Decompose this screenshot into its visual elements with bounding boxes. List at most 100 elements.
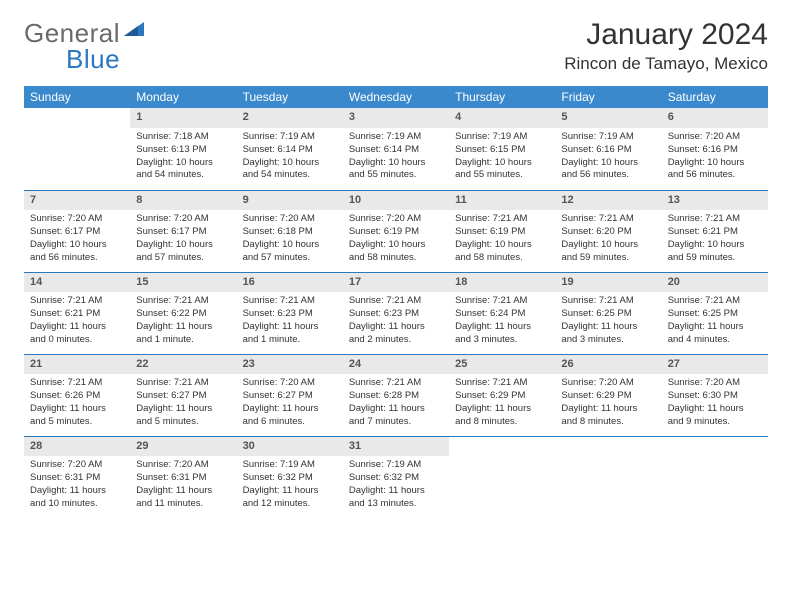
day-header: Wednesday [343,86,449,108]
daylight-text-1: Daylight: 11 hours [561,321,655,333]
daylight-text-1: Daylight: 10 hours [136,157,230,169]
calendar-cell [662,436,768,518]
sunset-text: Sunset: 6:17 PM [136,226,230,238]
daylight-text-2: and 1 minute. [136,334,230,346]
daylight-text-1: Daylight: 10 hours [455,239,549,251]
day-body: Sunrise: 7:21 AMSunset: 6:21 PMDaylight:… [24,292,130,353]
calendar-cell: 15Sunrise: 7:21 AMSunset: 6:22 PMDayligh… [130,272,236,354]
sunrise-text: Sunrise: 7:20 AM [349,213,443,225]
day-body: Sunrise: 7:20 AMSunset: 6:17 PMDaylight:… [24,210,130,271]
day-body: Sunrise: 7:21 AMSunset: 6:24 PMDaylight:… [449,292,555,353]
calendar-cell: 9Sunrise: 7:20 AMSunset: 6:18 PMDaylight… [237,190,343,272]
sunrise-text: Sunrise: 7:18 AM [136,131,230,143]
day-number: 3 [343,108,449,128]
logo-triangle-icon [124,20,146,43]
daylight-text-2: and 56 minutes. [668,169,762,181]
day-number: 20 [662,273,768,293]
sunrise-text: Sunrise: 7:21 AM [136,377,230,389]
sunrise-text: Sunrise: 7:21 AM [668,295,762,307]
daylight-text-1: Daylight: 10 hours [349,239,443,251]
calendar-cell: 25Sunrise: 7:21 AMSunset: 6:29 PMDayligh… [449,354,555,436]
daylight-text-1: Daylight: 10 hours [243,157,337,169]
day-number: 31 [343,437,449,457]
sunrise-text: Sunrise: 7:21 AM [668,213,762,225]
header: General January 2024 Rincon de Tamayo, M… [24,18,768,74]
sunrise-text: Sunrise: 7:20 AM [243,377,337,389]
day-body: Sunrise: 7:19 AMSunset: 6:14 PMDaylight:… [237,128,343,189]
daylight-text-2: and 12 minutes. [243,498,337,510]
daylight-text-2: and 55 minutes. [349,169,443,181]
calendar-cell: 23Sunrise: 7:20 AMSunset: 6:27 PMDayligh… [237,354,343,436]
calendar-cell: 19 Sunrise: 7:21 AMSunset: 6:25 PMDayligh… [555,272,661,354]
sunrise-text: Sunrise: 7:21 AM [561,295,655,307]
daylight-text-2: and 56 minutes. [561,169,655,181]
sunrise-text: Sunrise: 7:20 AM [668,377,762,389]
sunrise-text: Sunrise: 7:19 AM [455,131,549,143]
daylight-text-2: and 3 minutes. [455,334,549,346]
daylight-text-2: and 5 minutes. [136,416,230,428]
daylight-text-2: and 54 minutes. [136,169,230,181]
day-number: 26 [555,355,661,375]
day-body: Sunrise: 7:20 AMSunset: 6:17 PMDaylight:… [130,210,236,271]
sunrise-text: Sunrise: 7:19 AM [243,459,337,471]
daylight-text-2: and 11 minutes. [136,498,230,510]
sunrise-text: Sunrise: 7:20 AM [30,459,124,471]
day-body: Sunrise: 7:21 AMSunset: 6:23 PMDaylight:… [237,292,343,353]
calendar-cell: 26Sunrise: 7:20 AMSunset: 6:29 PMDayligh… [555,354,661,436]
day-body: Sunrise: 7:21 AMSunset: 6:26 PMDaylight:… [24,374,130,435]
day-header: Tuesday [237,86,343,108]
daylight-text-2: and 3 minutes. [561,334,655,346]
daylight-text-1: Daylight: 10 hours [455,157,549,169]
sunset-text: Sunset: 6:14 PM [349,144,443,156]
calendar-cell: 10Sunrise: 7:20 AMSunset: 6:19 PMDayligh… [343,190,449,272]
calendar-cell: 2Sunrise: 7:19 AMSunset: 6:14 PMDaylight… [237,108,343,190]
day-number: 18 [449,273,555,293]
day-body: Sunrise: 7:20 AMSunset: 6:31 PMDaylight:… [24,456,130,517]
daylight-text-1: Daylight: 11 hours [455,403,549,415]
sunrise-text: Sunrise: 7:21 AM [30,377,124,389]
day-number: 6 [662,108,768,128]
daylight-text-2: and 4 minutes. [668,334,762,346]
day-body: Sunrise: 7:21 AMSunset: 6:25 PMDaylight:… [662,292,768,353]
sunset-text: Sunset: 6:30 PM [668,390,762,402]
sunset-text: Sunset: 6:31 PM [136,472,230,484]
daylight-text-2: and 2 minutes. [349,334,443,346]
daylight-text-1: Daylight: 11 hours [561,403,655,415]
daylight-text-1: Daylight: 11 hours [668,321,762,333]
daylight-text-2: and 57 minutes. [136,252,230,264]
day-number: 15 [130,273,236,293]
daylight-text-2: and 8 minutes. [561,416,655,428]
day-body: Sunrise: 7:18 AMSunset: 6:13 PMDaylight:… [130,128,236,189]
daylight-text-2: and 7 minutes. [349,416,443,428]
calendar-cell: 22Sunrise: 7:21 AMSunset: 6:27 PMDayligh… [130,354,236,436]
sunrise-text: Sunrise: 7:19 AM [561,131,655,143]
day-number: 13 [662,191,768,211]
day-body: Sunrise: 7:21 AMSunset: 6:28 PMDaylight:… [343,374,449,435]
daylight-text-1: Daylight: 10 hours [668,239,762,251]
calendar-week: 1Sunrise: 7:18 AMSunset: 6:13 PMDaylight… [24,108,768,190]
daylight-text-1: Daylight: 11 hours [243,403,337,415]
calendar-cell: 8Sunrise: 7:20 AMSunset: 6:17 PMDaylight… [130,190,236,272]
daylight-text-2: and 0 minutes. [30,334,124,346]
sunset-text: Sunset: 6:17 PM [30,226,124,238]
calendar-cell: 4Sunrise: 7:19 AMSunset: 6:15 PMDaylight… [449,108,555,190]
calendar-week: 7Sunrise: 7:20 AMSunset: 6:17 PMDaylight… [24,190,768,272]
daylight-text-1: Daylight: 10 hours [243,239,337,251]
sunset-text: Sunset: 6:25 PM [561,308,655,320]
daylight-text-1: Daylight: 11 hours [349,403,443,415]
sunrise-text: Sunrise: 7:21 AM [243,295,337,307]
daylight-text-1: Daylight: 11 hours [455,321,549,333]
day-body: Sunrise: 7:20 AMSunset: 6:16 PMDaylight:… [662,128,768,189]
sunset-text: Sunset: 6:29 PM [561,390,655,402]
sunrise-text: Sunrise: 7:21 AM [561,213,655,225]
day-body: Sunrise: 7:20 AMSunset: 6:18 PMDaylight:… [237,210,343,271]
sunset-text: Sunset: 6:16 PM [561,144,655,156]
sunset-text: Sunset: 6:19 PM [349,226,443,238]
daylight-text-2: and 55 minutes. [455,169,549,181]
daylight-text-1: Daylight: 10 hours [668,157,762,169]
day-number: 19 [555,273,661,293]
day-number: 14 [24,273,130,293]
daylight-text-2: and 58 minutes. [455,252,549,264]
daylight-text-1: Daylight: 11 hours [136,321,230,333]
logo-text-blue: Blue [66,44,120,75]
